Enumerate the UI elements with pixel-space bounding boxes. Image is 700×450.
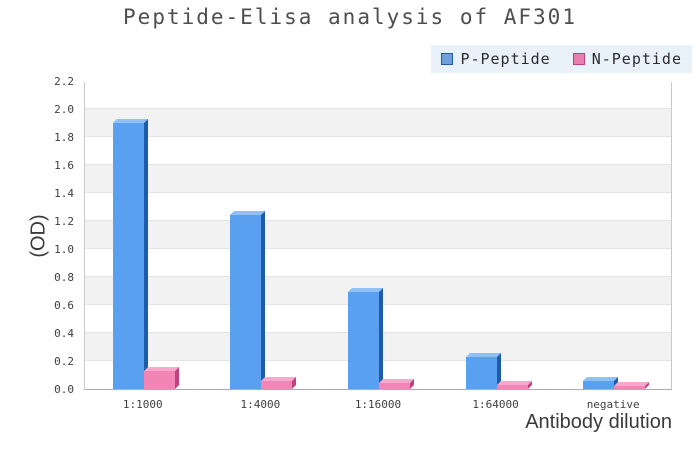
y-tick-label: 0.6 <box>54 299 74 312</box>
bar-p-peptide-negative <box>583 376 619 389</box>
y-tick-label: 0.2 <box>54 355 74 368</box>
gridline <box>85 164 671 165</box>
bar-front <box>379 383 410 389</box>
legend-item-n-peptide: N-Peptide <box>572 50 682 68</box>
legend-label: N-Peptide <box>591 50 682 68</box>
bar-top <box>379 379 414 384</box>
x-tick-label: negative <box>586 398 640 411</box>
bar-front <box>143 370 175 389</box>
bar-front <box>230 215 262 389</box>
bar-front <box>261 380 293 389</box>
bar-n-peptide-1:1000 <box>143 366 179 389</box>
legend-swatch-n-peptide-icon <box>572 53 585 65</box>
plot-area <box>84 81 672 390</box>
y-tick-label: 0.4 <box>54 327 74 340</box>
plot-band <box>85 137 671 165</box>
bar-n-peptide-1:64000 <box>496 380 532 389</box>
legend-label: P-Peptide <box>460 50 551 68</box>
y-tick-label: 0.0 <box>54 383 74 396</box>
bar-front <box>583 380 615 389</box>
bar-p-peptide-1:16000 <box>348 288 383 389</box>
bar-side <box>174 366 179 389</box>
bar-top <box>112 119 148 123</box>
bar-side <box>379 288 383 389</box>
y-tick-label: 1.0 <box>54 243 74 256</box>
bar-side <box>410 379 414 389</box>
bar-p-peptide-1:64000 <box>465 352 501 389</box>
bar-top <box>465 352 501 357</box>
y-tick-label: 1.4 <box>54 187 74 200</box>
y-tick-label: 0.8 <box>54 271 74 284</box>
y-tick-label: 1.2 <box>54 215 74 228</box>
gridline <box>85 248 671 249</box>
bar-top <box>583 376 619 381</box>
y-tick-label: 1.6 <box>54 159 74 172</box>
bar-p-peptide-1:4000 <box>230 211 266 389</box>
y-tick-label: 2.2 <box>54 75 74 88</box>
bar-n-peptide-1:4000 <box>261 376 297 389</box>
gridline <box>85 136 671 137</box>
gridline <box>85 108 671 109</box>
gridline <box>85 220 671 221</box>
bar-side <box>143 119 148 389</box>
bar-front <box>112 123 144 389</box>
legend-swatch-p-peptide-icon <box>441 53 454 65</box>
bar-side <box>292 376 297 389</box>
plot-band <box>85 109 671 137</box>
bar-front <box>614 386 646 389</box>
plot-band <box>85 165 671 193</box>
bar-side <box>261 211 266 389</box>
gridline <box>85 276 671 277</box>
plot-band <box>85 221 671 249</box>
x-tick-label: 1:16000 <box>354 398 402 411</box>
bar-top <box>614 382 650 387</box>
plot-band <box>85 249 671 277</box>
legend-item-p-peptide: P-Peptide <box>441 50 550 68</box>
bar-top <box>348 288 383 293</box>
y-tick-label: 1.8 <box>54 131 74 144</box>
bar-front <box>465 356 497 389</box>
bar-p-peptide-1:1000 <box>112 119 148 389</box>
plot-band <box>85 81 671 109</box>
plot-band <box>85 193 671 221</box>
x-tick-label: 1:64000 <box>472 398 519 411</box>
bar-n-peptide-1:16000 <box>379 379 414 389</box>
bar-top <box>143 366 179 371</box>
x-axis-title: Antibody dilution <box>525 411 672 433</box>
legend: P-Peptide N-Peptide <box>431 45 692 73</box>
x-tick-label: 1:4000 <box>240 398 281 411</box>
bar-front <box>348 292 379 389</box>
chart-title: Peptide-Elisa analysis of AF301 <box>123 5 577 29</box>
gridline <box>85 192 671 193</box>
x-tick-label: 1:1000 <box>122 398 163 411</box>
bar-top <box>496 380 532 385</box>
bar-front <box>496 384 528 389</box>
y-tick-label: 2.0 <box>54 103 74 116</box>
bar-n-peptide-negative <box>614 382 650 389</box>
